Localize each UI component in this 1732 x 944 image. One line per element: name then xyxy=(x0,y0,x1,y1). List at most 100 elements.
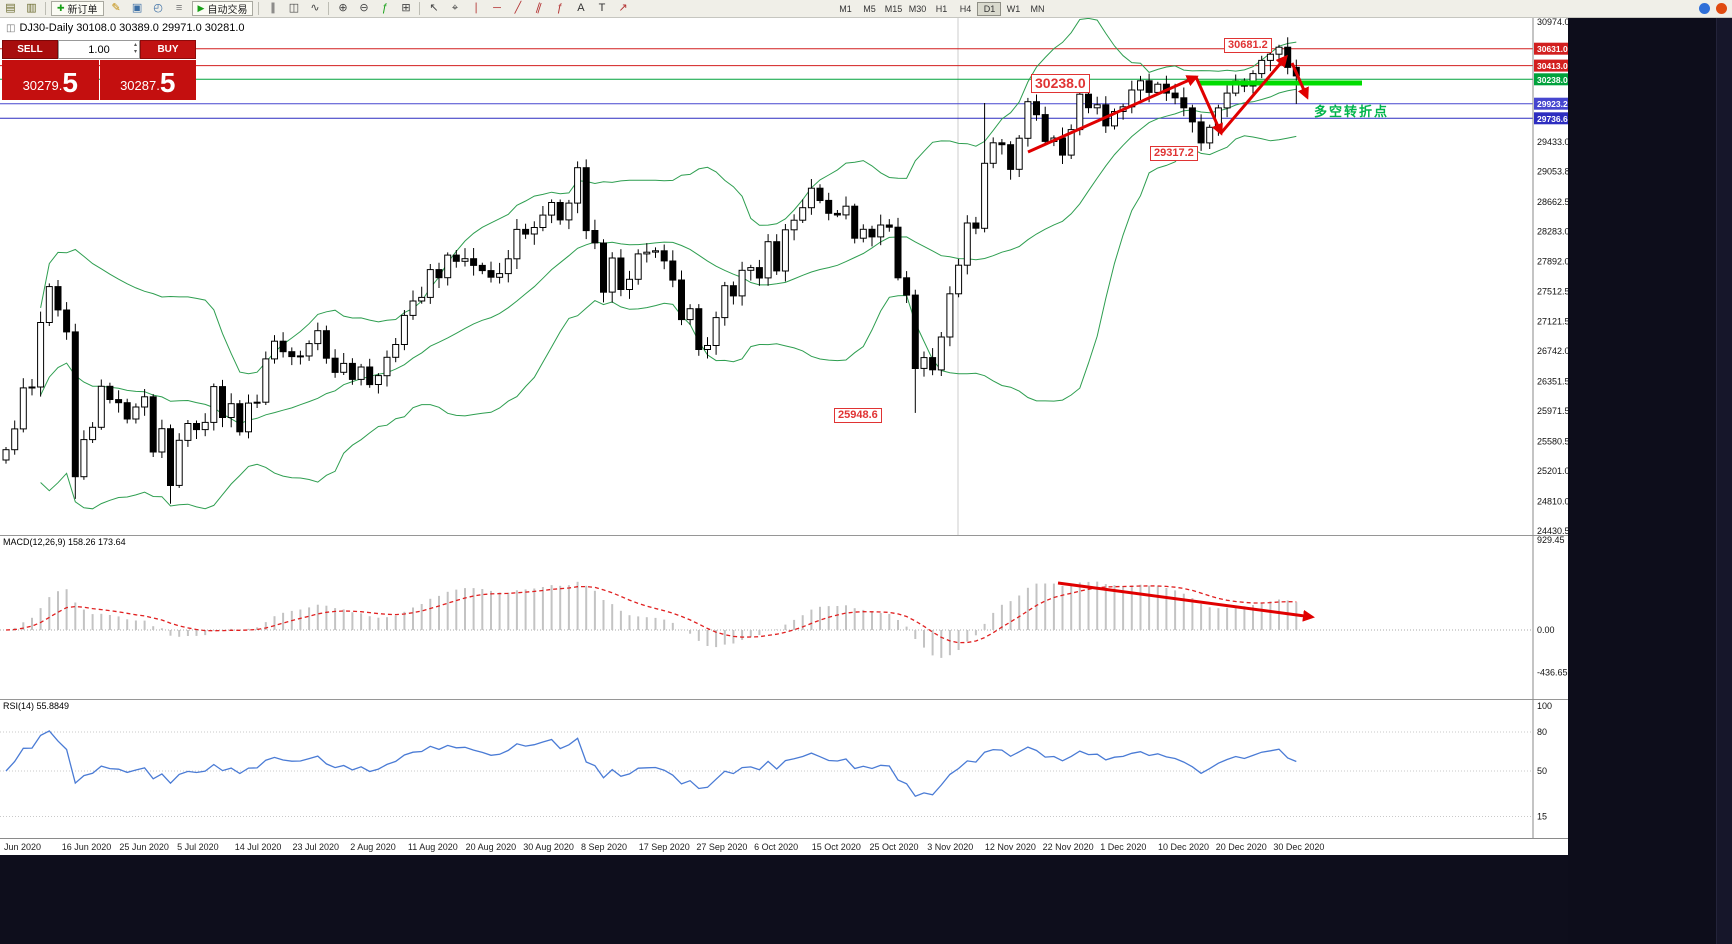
buy-price[interactable]: 30287. 5 xyxy=(99,60,196,100)
new-order-button[interactable]: ✚ 新订单 xyxy=(51,1,104,16)
date-label: 11 Aug 2020 xyxy=(407,842,458,852)
notification-icon[interactable] xyxy=(1716,3,1727,14)
price-label-october-low[interactable]: 25948.6 xyxy=(834,408,882,423)
svg-text:28283.0: 28283.0 xyxy=(1537,226,1568,236)
line-chart-mode-icon[interactable]: ∿ xyxy=(310,2,320,14)
channel-icon[interactable]: ∥ xyxy=(534,1,544,15)
svg-text:29736.6: 29736.6 xyxy=(1537,114,1568,124)
crosshair-icon[interactable]: ⌖ xyxy=(451,2,459,14)
date-label: 17 Sep 2020 xyxy=(638,842,690,852)
macd-panel: 929.45 0.00 -436.65 MACD(12,26,9) 158.26 1… xyxy=(0,535,1568,699)
bar-chart-mode-icon[interactable]: ∥ xyxy=(270,2,276,14)
volume-up-arrow-icon[interactable]: ▴ xyxy=(133,42,137,48)
svg-text:27892.0: 27892.0 xyxy=(1537,257,1568,267)
timeframe-m30[interactable]: M30 xyxy=(905,2,929,16)
new-chart-icon[interactable]: ▤ xyxy=(5,2,16,14)
date-label: 30 Dec 2020 xyxy=(1273,842,1325,852)
vertical-line-icon[interactable]: ∣ xyxy=(473,2,479,14)
timeframe-m5[interactable]: M5 xyxy=(857,2,881,16)
price-chart-canvas[interactable]: 30974.0 29433.0 29053.8 28662.5 28283.0 27892… xyxy=(0,17,1568,535)
sell-button[interactable]: SELL xyxy=(2,40,58,59)
svg-text:26351.5: 26351.5 xyxy=(1537,377,1568,387)
svg-text:50: 50 xyxy=(1537,766,1547,776)
right-dock xyxy=(1568,17,1732,944)
volume-stepper[interactable]: 1.00 ▴ ▾ xyxy=(58,40,140,59)
date-label: 2 Aug 2020 xyxy=(350,842,396,852)
svg-text:28662.5: 28662.5 xyxy=(1537,197,1568,207)
date-label: 14 Jul 2020 xyxy=(234,842,282,852)
text-tool-icon[interactable]: A xyxy=(577,2,585,14)
rsi-canvas[interactable]: 100 80 50 15 xyxy=(0,699,1568,838)
price-chart-panel: 30974.0 29433.0 29053.8 28662.5 28283.0 27892… xyxy=(0,17,1568,535)
rsi-label: RSI(14) 55.8849 xyxy=(3,701,70,711)
svg-text:30631.0: 30631.0 xyxy=(1537,44,1568,54)
toolbar-separator xyxy=(45,2,46,15)
date-label: 27 Sep 2020 xyxy=(696,842,748,852)
svg-text:24430.5: 24430.5 xyxy=(1537,526,1568,535)
timeframe-m15[interactable]: M15 xyxy=(881,2,905,16)
candlestick-icon: ◫ xyxy=(6,22,16,34)
buy-price-big-digit: 5 xyxy=(159,67,176,98)
autotrading-button[interactable]: ▶ 自动交易 xyxy=(191,1,254,16)
date-axis[interactable]: Jun 2020 16 Jun 2020 25 Jun 2020 5 Jul 2020… xyxy=(0,838,1568,855)
price-label-swing-high[interactable]: 30681.2 xyxy=(1224,38,1272,53)
timeframe-mn[interactable]: MN xyxy=(1025,2,1049,16)
indicators-icon[interactable]: ƒ xyxy=(381,2,389,14)
metaeditor-icon[interactable]: ✎ xyxy=(111,2,121,14)
main-toolbar: ▤ ▥ ✚ 新订单 ✎ ▣ ◴ ≡ ▶ 自动交易 ∥ ◫ ∿ ⊕ ⊖ ƒ ⊞ ↖ ⌖ ∣ ─ ╱ ∥ ƒ A T ↗ M1 M5 M15 M… xyxy=(0,0,1732,18)
strategy-tester-icon[interactable]: ◴ xyxy=(153,2,163,14)
date-label: 30 Aug 2020 xyxy=(523,842,574,852)
volume-down-arrow-icon[interactable]: ▾ xyxy=(133,49,137,55)
cursor-icon[interactable]: ↖ xyxy=(429,2,439,14)
volume-value: 1.00 xyxy=(88,43,110,56)
toolbar-gap xyxy=(633,8,833,9)
svg-text:25580.5: 25580.5 xyxy=(1537,437,1568,447)
date-label: 15 Oct 2020 xyxy=(811,842,861,852)
sell-price[interactable]: 30279. 5 xyxy=(2,60,99,100)
toolbar-separator xyxy=(258,2,260,15)
svg-text:0.00: 0.00 xyxy=(1537,625,1555,635)
zoom-in-icon[interactable]: ⊕ xyxy=(338,2,348,14)
svg-text:29053.8: 29053.8 xyxy=(1537,166,1568,176)
macd-label: MACD(12,26,9) 158.26 173.64 xyxy=(3,537,126,547)
price-label-dip[interactable]: 29317.2 xyxy=(1150,146,1198,161)
buy-button[interactable]: BUY xyxy=(140,40,196,59)
community-icon[interactable] xyxy=(1699,3,1710,14)
chart-title-text: DJ30-Daily 30108.0 30389.0 29971.0 30281… xyxy=(19,22,245,34)
svg-text:30238.0: 30238.0 xyxy=(1537,75,1568,85)
rsi-panel: 100 80 50 15 RSI(14) 55.8849 xyxy=(0,699,1568,838)
timeframe-d1[interactable]: D1 xyxy=(977,1,1002,16)
svg-text:25971.5: 25971.5 xyxy=(1537,406,1568,416)
vertical-scrollbar[interactable] xyxy=(1716,17,1732,944)
terminal-panel-icon[interactable]: ▣ xyxy=(131,2,143,14)
date-label: 25 Oct 2020 xyxy=(869,842,919,852)
chart-column: 30974.0 29433.0 29053.8 28662.5 28283.0 27892… xyxy=(0,17,1568,855)
fibonacci-icon[interactable]: ƒ xyxy=(556,2,564,14)
date-label: 23 Jul 2020 xyxy=(292,842,340,852)
date-label: 8 Sep 2020 xyxy=(581,842,628,852)
date-label: 12 Nov 2020 xyxy=(984,842,1036,852)
trendline-icon[interactable]: ╱ xyxy=(514,2,522,14)
date-label: Jun 2020 xyxy=(4,842,42,852)
market-watch-icon[interactable]: ≡ xyxy=(175,2,183,14)
timeframe-m1[interactable]: M1 xyxy=(833,2,857,16)
grid-icon[interactable]: ⊞ xyxy=(401,2,411,14)
label-tool-icon[interactable]: T xyxy=(598,2,606,14)
zoom-out-icon[interactable]: ⊖ xyxy=(359,2,369,14)
volume-spinner: ▴ ▾ xyxy=(134,42,137,56)
turning-point-note[interactable]: 多空转折点 xyxy=(1314,104,1390,119)
macd-canvas[interactable]: 929.45 0.00 -436.65 xyxy=(0,535,1568,699)
timeframe-w1[interactable]: W1 xyxy=(1001,2,1025,16)
candlestick-mode-icon[interactable]: ◫ xyxy=(288,2,300,14)
date-label: 1 Dec 2020 xyxy=(1100,842,1147,852)
timeframe-h1[interactable]: H1 xyxy=(929,2,953,16)
timeframe-h4[interactable]: H4 xyxy=(953,2,977,16)
price-label-pivot[interactable]: 30238.0 xyxy=(1031,74,1090,93)
autotrading-button-icon: ▶ xyxy=(197,3,205,13)
horizontal-line-icon[interactable]: ─ xyxy=(493,2,501,14)
chart-profiles-icon[interactable]: ▥ xyxy=(26,2,37,14)
chart-title: ◫ DJ30-Daily 30108.0 30389.0 29971.0 302… xyxy=(6,22,245,34)
svg-text:100: 100 xyxy=(1537,701,1552,711)
arrows-tool-icon[interactable]: ↗ xyxy=(618,2,628,14)
svg-text:29433.0: 29433.0 xyxy=(1537,137,1568,147)
